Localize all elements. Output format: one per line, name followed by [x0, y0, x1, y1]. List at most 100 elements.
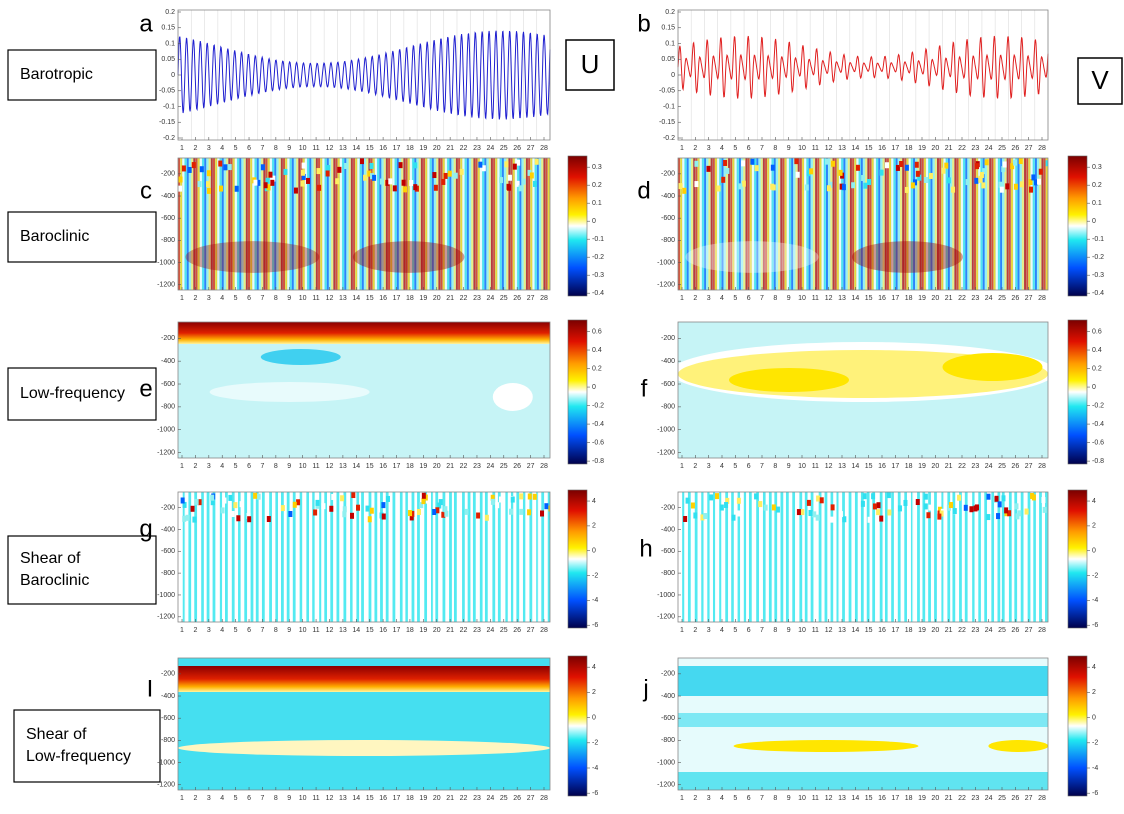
heatmap-cell	[847, 158, 850, 290]
x-tick-label: 8	[773, 627, 777, 634]
heatmap-cell	[392, 185, 397, 192]
x-tick-label: 6	[247, 627, 251, 634]
heatmap-cell	[247, 492, 251, 622]
heatmap-cell	[987, 158, 990, 290]
heatmap-cell	[731, 492, 734, 622]
heatmap-cell	[250, 492, 254, 622]
y-tick-label: 0	[171, 72, 175, 79]
heatmap-cell	[206, 170, 211, 177]
colorbar-tick-label: 0	[1092, 384, 1096, 391]
heatmap-cell	[482, 158, 485, 290]
heatmap-cell	[220, 507, 225, 514]
x-tick-label: 12	[825, 463, 833, 470]
heatmap-cell	[994, 492, 997, 622]
heatmap-cell	[1031, 174, 1036, 181]
heatmap-cell	[809, 168, 814, 175]
heatmap-cell	[1002, 158, 1005, 290]
heatmap-cell	[315, 499, 320, 506]
x-tick-label: 25	[998, 627, 1006, 634]
heatmap-cell	[329, 505, 334, 512]
heatmap-cell	[291, 158, 294, 290]
heatmap-cell	[923, 503, 928, 510]
heatmap-cell	[830, 504, 835, 511]
x-tick-label: 26	[1011, 463, 1019, 470]
heatmap-cell	[793, 158, 796, 290]
x-tick-label: 20	[433, 463, 441, 470]
heatmap-cell	[416, 508, 421, 515]
heatmap-cell	[937, 510, 942, 517]
x-tick-label: 15	[366, 463, 374, 470]
heatmap-cell	[719, 158, 722, 290]
colorbar-tick-label: -6	[592, 622, 598, 629]
x-tick-label: 18	[406, 795, 414, 802]
panel-letter: e	[139, 375, 152, 402]
heatmap-cell	[869, 158, 872, 290]
x-tick-label: 28	[1038, 627, 1046, 634]
heatmap-cell	[421, 498, 426, 505]
heatmap-cell	[1008, 492, 1012, 622]
x-tick-label: 3	[207, 795, 211, 802]
heatmap-cell	[908, 158, 911, 290]
x-tick-label: 24	[985, 627, 993, 634]
x-tick-label: 27	[527, 295, 535, 302]
x-tick-label: 17	[891, 463, 899, 470]
y-tick-label: -200	[661, 335, 675, 342]
heatmap-cell	[984, 159, 989, 166]
heatmap-cell	[707, 492, 711, 622]
x-tick-label: 21	[945, 463, 953, 470]
x-tick-label: 7	[260, 295, 264, 302]
heatmap-cell	[780, 158, 783, 290]
x-tick-label: 13	[339, 295, 347, 302]
heatmap-cell	[407, 158, 410, 290]
y-tick-label: -400	[161, 526, 175, 533]
heatmap-cell	[725, 492, 729, 622]
heatmap-cell	[359, 158, 362, 290]
heatmap-cell	[901, 492, 905, 622]
x-tick-label: 15	[366, 145, 374, 152]
heatmap-cell	[754, 165, 759, 172]
heatmap-cell	[489, 492, 493, 622]
heatmap-cell	[1024, 508, 1029, 515]
heatmap-cell	[444, 158, 447, 290]
x-tick-label: 14	[352, 295, 360, 302]
heatmap-cell	[269, 158, 272, 290]
heatmap-cell	[263, 158, 266, 290]
heatmap-cell	[712, 158, 715, 290]
heatmap-cell	[392, 492, 396, 622]
heatmap	[678, 158, 1048, 290]
x-tick-label: 21	[945, 627, 953, 634]
heatmap-cell	[1042, 506, 1047, 513]
heatmap-cell	[945, 158, 948, 290]
heatmap-region	[729, 368, 849, 392]
x-tick-label: 9	[787, 145, 791, 152]
heatmap-cell	[709, 492, 713, 622]
heatmap-cell	[321, 503, 326, 510]
heatmap-cell	[268, 171, 273, 178]
x-tick-label: 7	[760, 295, 764, 302]
heatmap-cell	[965, 179, 970, 186]
heatmap-cell	[476, 492, 480, 622]
heatmap-cell	[529, 492, 533, 622]
heatmap-cell	[407, 492, 411, 622]
y-tick-label: -1200	[657, 449, 675, 456]
heatmap-cell	[481, 165, 486, 172]
heatmap-cell	[784, 158, 787, 290]
y-tick-label: 0.2	[665, 9, 675, 16]
y-tick-label: -200	[661, 171, 675, 178]
heatmap-cell	[791, 158, 794, 290]
heatmap-cell	[544, 503, 549, 510]
heatmap-cell	[786, 158, 789, 290]
heatmap-cell	[721, 492, 724, 622]
heatmap-cell	[762, 492, 766, 622]
x-tick-label: 27	[1025, 145, 1033, 152]
heatmap-cell	[974, 177, 979, 184]
heatmap-cell	[179, 492, 183, 622]
heatmap-cell	[219, 185, 224, 192]
heatmap-cell	[351, 492, 356, 499]
heatmap-cell	[398, 162, 403, 169]
colorbar-tick-label: -0.8	[592, 458, 604, 465]
row-label: Shear of	[26, 726, 87, 743]
heatmap-cell	[212, 492, 216, 622]
heatmap-cell	[374, 158, 377, 290]
heatmap-cell	[401, 179, 406, 186]
